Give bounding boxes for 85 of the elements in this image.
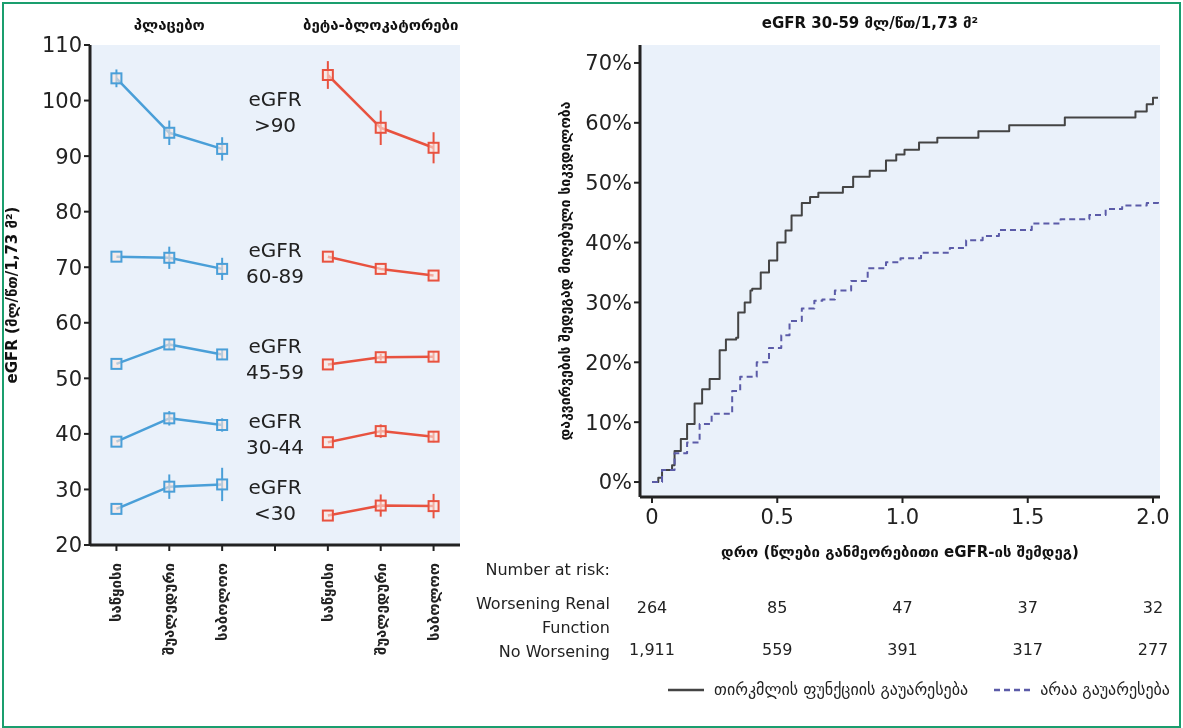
- y-tick-label: 110: [41, 33, 82, 58]
- y-tick-label: 70: [55, 255, 82, 280]
- x-tick-label: შუალედური: [160, 563, 179, 656]
- point: [427, 141, 440, 154]
- point: [216, 262, 229, 275]
- y-tick-label: 0%: [598, 470, 632, 495]
- point: [427, 430, 440, 443]
- point: [321, 69, 334, 81]
- x-tick-label: 0.5: [759, 505, 795, 529]
- y-tick-label: 50: [55, 366, 82, 391]
- point: [427, 269, 440, 282]
- x-tick-label: 0: [644, 505, 660, 529]
- legend-label: არაა გაუარესება: [1040, 680, 1170, 699]
- x-axis-title: დრო (წლები განმეორებითი eGFR-ის შემდეგ): [721, 543, 1079, 561]
- x-tick-label: შუალედური: [371, 563, 390, 656]
- point: [110, 357, 123, 370]
- y-tick-label: 40: [55, 422, 82, 447]
- chart-title: eGFR 30-59 მლ/წთ/1,73 მ²: [761, 14, 979, 32]
- x-tick-label: 2.0: [1135, 505, 1171, 529]
- y-tick-label: 80: [55, 200, 82, 225]
- legend-label: თირკმლის ფუნქციის გაუარესება: [714, 680, 969, 699]
- text: Number at risk:: [485, 560, 610, 579]
- y-tick-label: 10%: [585, 410, 632, 435]
- point: [321, 436, 334, 449]
- y-tick-label: 50%: [585, 171, 632, 196]
- point: [110, 435, 123, 448]
- x-tick-label: 1.0: [884, 505, 921, 529]
- y-tick-label: 100: [41, 89, 82, 114]
- point: [321, 250, 334, 263]
- point: [374, 425, 387, 438]
- x-tick-label: საწყისი: [107, 563, 126, 623]
- text: 264: [636, 598, 668, 617]
- point: [163, 412, 176, 425]
- point: [216, 478, 229, 491]
- annotation: eGFR 45-59: [245, 334, 305, 385]
- point: [374, 499, 387, 512]
- text: 32: [1142, 598, 1164, 617]
- annotation: eGFR >90: [248, 86, 302, 137]
- y-axis-title: eGFR (მლ/წთ/1,73 მ²): [3, 206, 22, 384]
- annotation: eGFR 30-44: [245, 408, 305, 459]
- point: [163, 251, 176, 264]
- text: 559: [761, 640, 793, 659]
- point: [216, 142, 229, 155]
- text: ბეტა-ბლოკატორები: [302, 16, 459, 34]
- y-tick-label: 30: [55, 477, 82, 502]
- text: 1,911: [629, 640, 675, 659]
- x-tick-label: საბოლოო: [213, 563, 232, 642]
- y-tick-label: 40%: [585, 231, 632, 256]
- y-tick-label: 30%: [585, 290, 632, 315]
- text: 317: [1012, 640, 1043, 659]
- point: [110, 250, 123, 263]
- y-tick-label: 90: [55, 144, 82, 169]
- text: 85: [767, 598, 788, 617]
- x-tick-label: საწყისი: [318, 563, 337, 623]
- point: [427, 500, 440, 513]
- y-tick-label: 20%: [585, 350, 632, 375]
- annotation: eGFR 60-89: [245, 237, 305, 288]
- point: [163, 338, 176, 351]
- point: [374, 262, 387, 275]
- point: [110, 72, 123, 85]
- text: No Worsening: [498, 642, 610, 661]
- text: 277: [1137, 640, 1169, 659]
- annotation: eGFR <30: [248, 475, 302, 525]
- point: [374, 351, 387, 364]
- y-tick-label: 60%: [585, 111, 632, 136]
- text: Worsening Renal Function: [475, 594, 610, 637]
- x-tick-label: 1.5: [1010, 505, 1046, 529]
- point: [427, 350, 440, 363]
- y-tick-label: 20: [55, 533, 82, 558]
- x-tick-label: საბოლოო: [424, 563, 443, 642]
- point: [163, 480, 176, 493]
- text: 47: [892, 598, 913, 617]
- point: [374, 121, 387, 134]
- point: [216, 419, 229, 431]
- point: [163, 126, 176, 139]
- point: [110, 502, 123, 515]
- text: პლაცებო: [133, 16, 205, 34]
- text: 391: [887, 640, 918, 659]
- y-tick-label: 70%: [585, 51, 632, 76]
- y-axis-title: დაკვირვების შედეგად მიღებული სიკვდილობა: [557, 101, 573, 441]
- text: 37: [1017, 598, 1038, 617]
- point: [321, 358, 334, 371]
- point: [321, 509, 334, 522]
- point: [216, 348, 229, 361]
- y-tick-label: 60: [55, 311, 82, 336]
